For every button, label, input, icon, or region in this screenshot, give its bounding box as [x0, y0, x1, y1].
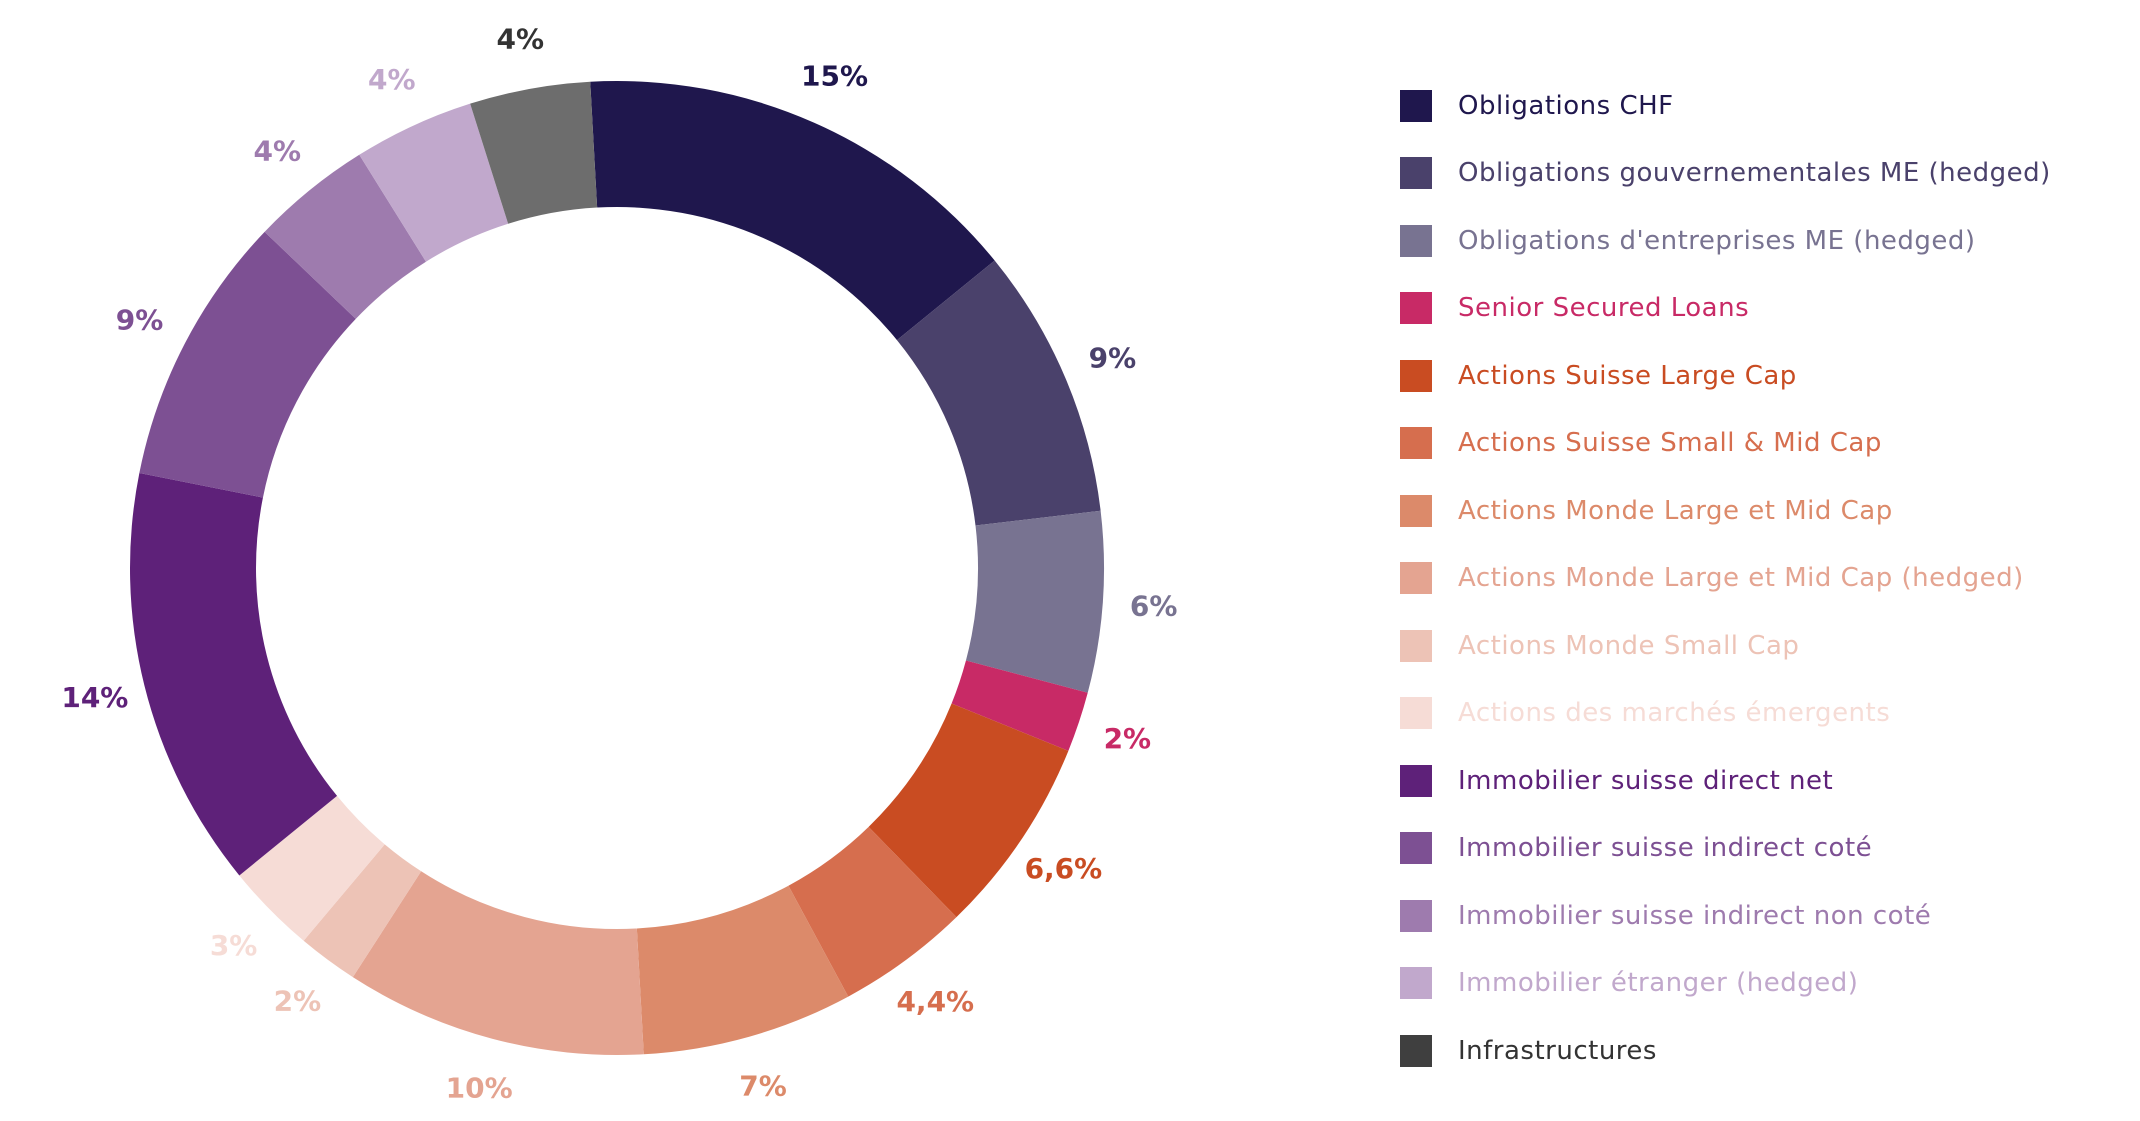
slice-label-11: 9% [116, 304, 164, 337]
slice-label-2: 6% [1130, 589, 1178, 622]
legend-item: Actions Suisse Large Cap [1400, 342, 2120, 410]
slice-label-3: 2% [1104, 722, 1152, 755]
legend-label: Senior Secured Loans [1458, 293, 1750, 324]
slice-label-8: 2% [274, 984, 322, 1017]
slice-label-14: 4% [497, 22, 545, 55]
legend-label: Immobilier étranger (hedged) [1458, 968, 1859, 999]
legend-swatch [1400, 764, 1432, 797]
legend-swatch [1400, 562, 1432, 595]
legend-item: Immobilier suisse indirect coté [1400, 815, 2120, 883]
slice-label-4: 6,6% [1025, 852, 1103, 885]
legend-label: Actions Suisse Small & Mid Cap [1458, 428, 1882, 459]
donut-chart: 15% 9% 6% 2% 6,6% 4,4% 7% 10% 2% 3% 14% 9% 4% 4% 4% [61, 22, 1178, 1105]
slice-11 [139, 231, 356, 498]
legend-label: Actions Monde Large et Mid Cap (hedged) [1458, 563, 2024, 594]
legend-swatch [1400, 629, 1432, 662]
legend-label: Actions des marchés émergents [1458, 698, 1891, 729]
slice-label-0: 15% [801, 59, 868, 92]
legend-item: Senior Secured Loans [1400, 275, 2120, 343]
legend-item: Actions Suisse Small & Mid Cap [1400, 410, 2120, 478]
legend-item: Actions Monde Large et Mid Cap [1400, 477, 2120, 545]
legend-item: Obligations d'entreprises ME (hedged) [1400, 207, 2120, 275]
legend-swatch [1400, 89, 1432, 122]
slice-label-7: 10% [446, 1072, 513, 1105]
slice-8 [303, 844, 422, 978]
legend-swatch [1400, 292, 1432, 325]
legend-label: Actions Suisse Large Cap [1458, 360, 1797, 391]
chart-legend: Obligations CHF Obligations gouvernementa… [1400, 72, 2120, 1085]
legend-label: Actions Monde Small Cap [1458, 630, 1800, 661]
slice-13 [359, 103, 509, 262]
legend-item: Immobilier étranger (hedged) [1400, 950, 2120, 1018]
slice-0 [590, 81, 995, 341]
legend-label: Obligations gouvernementales ME (hedged) [1458, 158, 2051, 189]
legend-item: Obligations gouvernementales ME (hedged) [1400, 140, 2120, 208]
legend-swatch [1400, 224, 1432, 257]
legend-label: Actions Monde Large et Mid Cap [1458, 495, 1893, 526]
slice-1 [896, 260, 1101, 526]
legend-swatch [1400, 832, 1432, 865]
slice-label-10: 14% [61, 681, 128, 714]
slice-7 [352, 871, 644, 1055]
legend-item: Actions Monde Small Cap [1400, 612, 2120, 680]
legend-label: Infrastructures [1458, 1035, 1657, 1066]
slice-12 [264, 154, 426, 319]
slice-5 [788, 826, 957, 997]
legend-swatch [1400, 359, 1432, 392]
legend-swatch [1400, 494, 1432, 527]
legend-item: Actions Monde Large et Mid Cap (hedged) [1400, 545, 2120, 613]
legend-label: Immobilier suisse indirect non coté [1458, 900, 1932, 931]
slice-label-6: 7% [739, 1069, 787, 1102]
legend-swatch [1400, 697, 1432, 730]
slice-label-13: 4% [368, 63, 416, 96]
slice-label-1: 9% [1089, 342, 1137, 375]
legend-label: Immobilier suisse indirect coté [1458, 833, 1873, 864]
donut-chart-svg: 15% 9% 6% 2% 6,6% 4,4% 7% 10% 2% 3% 14% 9% 4% 4% 4% [61, 22, 1178, 1105]
slice-label-9: 3% [210, 929, 258, 962]
legend-swatch [1400, 157, 1432, 190]
legend-swatch [1400, 899, 1432, 932]
slice-9 [239, 795, 385, 941]
legend-label: Obligations CHF [1458, 90, 1674, 121]
legend-item: Infrastructures [1400, 1017, 2120, 1085]
legend-item: Actions des marchés émergents [1400, 680, 2120, 748]
legend-swatch [1400, 967, 1432, 1000]
legend-swatch [1400, 427, 1432, 460]
legend-item: Obligations CHF [1400, 72, 2120, 140]
slice-label-12: 4% [254, 134, 302, 167]
slice-label-5: 4,4% [896, 985, 974, 1018]
slice-14 [470, 81, 598, 224]
legend-swatch [1400, 1034, 1432, 1067]
legend-label: Immobilier suisse direct net [1458, 765, 1834, 796]
slice-10 [130, 473, 338, 876]
legend-item: Immobilier suisse indirect non coté [1400, 882, 2120, 950]
slice-6 [636, 885, 849, 1055]
slice-3 [951, 660, 1088, 751]
legend-item: Immobilier suisse direct net [1400, 747, 2120, 815]
legend-label: Obligations d'entreprises ME (hedged) [1458, 225, 1976, 256]
slice-2 [965, 510, 1105, 693]
slice-4 [868, 703, 1069, 918]
